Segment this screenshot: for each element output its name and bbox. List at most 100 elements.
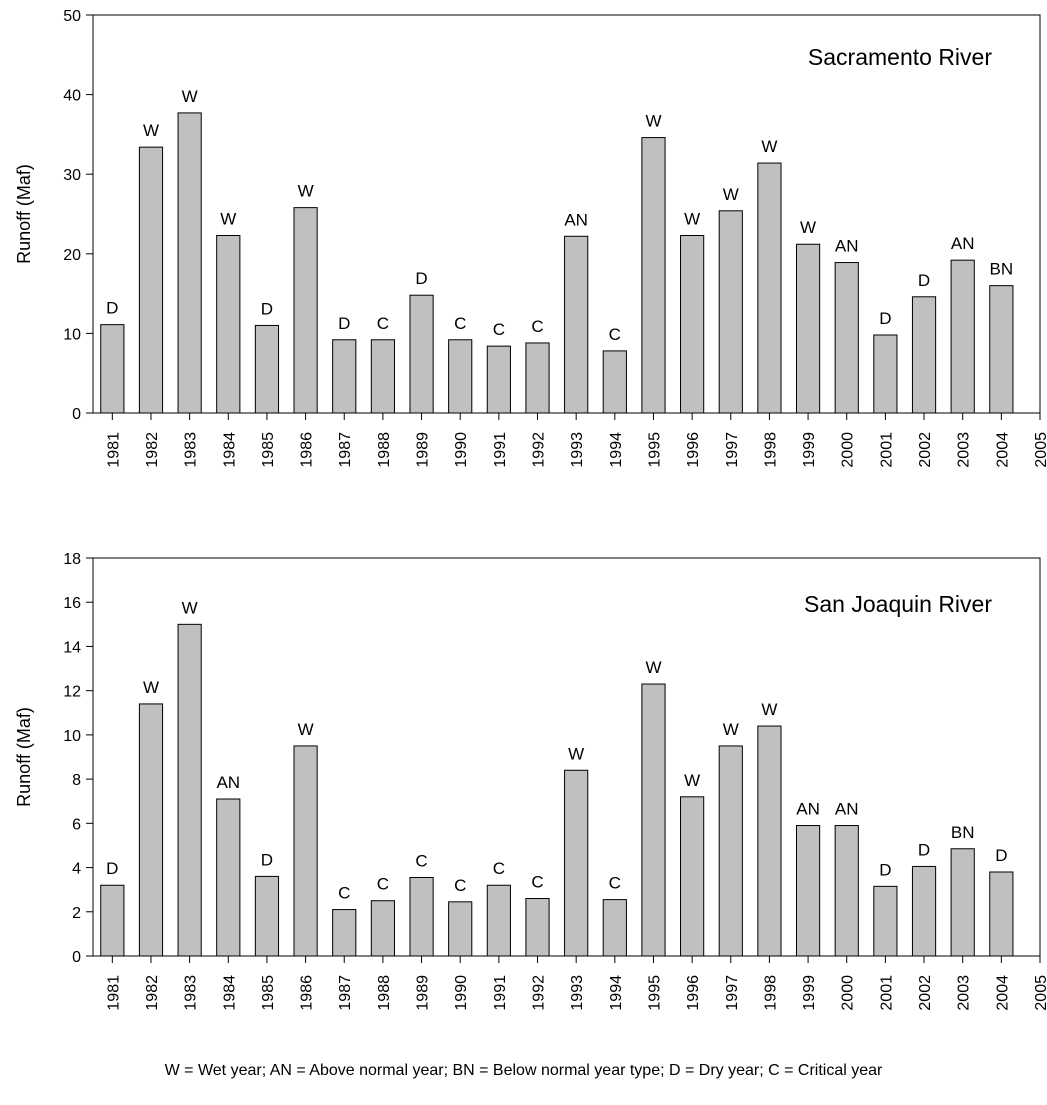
bar-1997 — [718, 745, 743, 957]
bar-label-2003: BN — [951, 823, 975, 842]
x-tick-label: 1987 — [337, 975, 354, 1011]
bar-label-2000: AN — [835, 237, 859, 256]
bar-label-2000: AN — [835, 800, 859, 819]
x-tick-label: 1995 — [646, 975, 663, 1011]
bar-label-1986: W — [298, 182, 314, 201]
y-tick-label: 18 — [63, 551, 81, 568]
bar-label-1997: W — [723, 720, 739, 739]
x-tick-label: 1990 — [453, 975, 470, 1011]
bar-label-1998: W — [761, 700, 777, 719]
x-tick-label: 2001 — [878, 432, 895, 468]
x-tick-label: 1983 — [183, 975, 200, 1011]
x-tick-label: 2000 — [840, 975, 857, 1011]
bar-1996 — [680, 796, 705, 957]
bar-1999 — [795, 825, 821, 957]
bar-label-1982: W — [143, 678, 159, 697]
chart-panel-2: 0 2 4 6 8 10 12 14 16 18 1981 1982 1983 1984 1985 1986 1… — [14, 551, 1047, 1011]
bar-1990 — [448, 339, 473, 414]
bar-1982 — [138, 146, 164, 414]
bar-1984 — [216, 798, 241, 957]
x-tick-label: 1997 — [724, 975, 741, 1011]
x-tick-label: 1986 — [299, 975, 316, 1011]
bar-label-1993: W — [568, 744, 584, 763]
y-tick-label: 30 — [63, 167, 81, 184]
y-tick-label: 0 — [72, 949, 81, 966]
y-tick-label: 2 — [72, 905, 81, 922]
x-tick-label: 1984 — [221, 975, 238, 1011]
y-tick-label: 50 — [63, 8, 81, 25]
x-tick-label: 1986 — [299, 432, 316, 468]
bar-label-1990: C — [454, 314, 466, 333]
bar-1988 — [370, 900, 395, 957]
bar-label-1985: D — [261, 850, 273, 869]
bar-1985 — [254, 324, 280, 414]
x-tick-label: 1990 — [453, 432, 470, 468]
bar-2004 — [989, 871, 1014, 957]
bar-label-2004: BN — [990, 260, 1014, 279]
bar-label-1993: AN — [564, 210, 588, 229]
bar-1987 — [332, 339, 357, 414]
x-tick-label: 1997 — [724, 432, 741, 468]
x-tick-label: 1984 — [221, 432, 238, 468]
bar-label-1983: W — [182, 87, 198, 106]
bar-label-1988: C — [377, 314, 389, 333]
bar-label-2003: AN — [951, 234, 975, 253]
x-tick-label: 1982 — [144, 975, 161, 1011]
bar-label-1992: C — [531, 873, 543, 892]
bar-label-2002: D — [918, 271, 930, 290]
x-tick-label: 1996 — [685, 975, 702, 1011]
x-tick-label: 1985 — [260, 432, 277, 468]
y-tick-label: 4 — [72, 861, 81, 878]
x-tick-label: 1991 — [492, 432, 509, 468]
y-tick-label: 12 — [63, 684, 81, 701]
bar-label-1994: C — [609, 874, 621, 893]
bar-1986 — [293, 745, 318, 957]
bar-label-1995: W — [645, 112, 661, 131]
x-tick-label: 1993 — [569, 432, 586, 468]
x-tick-label: 1989 — [415, 975, 432, 1011]
bar-label-1990: C — [454, 876, 466, 895]
bar-label-1994: C — [609, 325, 621, 344]
bar-label-1984: W — [220, 209, 236, 228]
bar-1990 — [448, 901, 473, 957]
y-tick-label: 0 — [72, 406, 81, 423]
x-tick-label: 1985 — [260, 975, 277, 1011]
x-tick-label: 1991 — [492, 975, 509, 1011]
x-tick-label: 1996 — [685, 432, 702, 468]
bar-label-2001: D — [879, 860, 891, 879]
bar-label-2004: D — [995, 846, 1007, 865]
x-tick-label: 1982 — [144, 432, 161, 468]
bar-label-1984: AN — [216, 773, 240, 792]
x-tick-label: 2000 — [840, 432, 857, 468]
bar-label-1996: W — [684, 209, 700, 228]
bar-label-1999: AN — [796, 800, 820, 819]
bar-1983 — [177, 623, 202, 957]
bar-1993 — [564, 235, 589, 414]
y-axis-title: Runoff (Maf) — [14, 707, 34, 807]
bar-2002 — [911, 296, 937, 414]
bar-1986 — [293, 207, 318, 414]
bar-1983 — [177, 112, 202, 414]
bar-1995 — [641, 683, 666, 957]
bar-2002 — [911, 865, 937, 957]
bar-label-1998: W — [761, 137, 777, 156]
bar-label-1987: C — [338, 884, 350, 903]
bar-label-1987: D — [338, 314, 350, 333]
bar-label-1992: C — [531, 317, 543, 336]
x-tick-label: 1983 — [183, 432, 200, 468]
y-tick-label: 16 — [63, 595, 81, 612]
bar-1997 — [718, 210, 743, 414]
x-tick-label: 1987 — [337, 432, 354, 468]
bar-label-1989: D — [415, 269, 427, 288]
y-tick-label: 20 — [63, 247, 81, 264]
bar-1994 — [602, 899, 627, 957]
bar-label-1989: C — [415, 852, 427, 871]
bar-1999 — [795, 243, 821, 414]
bar-1981 — [100, 884, 125, 957]
x-tick-label: 1981 — [105, 975, 122, 1011]
panel-title: Sacramento River — [808, 44, 992, 70]
x-tick-label: 1995 — [646, 432, 663, 468]
bar-label-2002: D — [918, 840, 930, 859]
y-axis-title: Runoff (Maf) — [14, 164, 34, 264]
x-tick-label: 1999 — [801, 432, 818, 468]
